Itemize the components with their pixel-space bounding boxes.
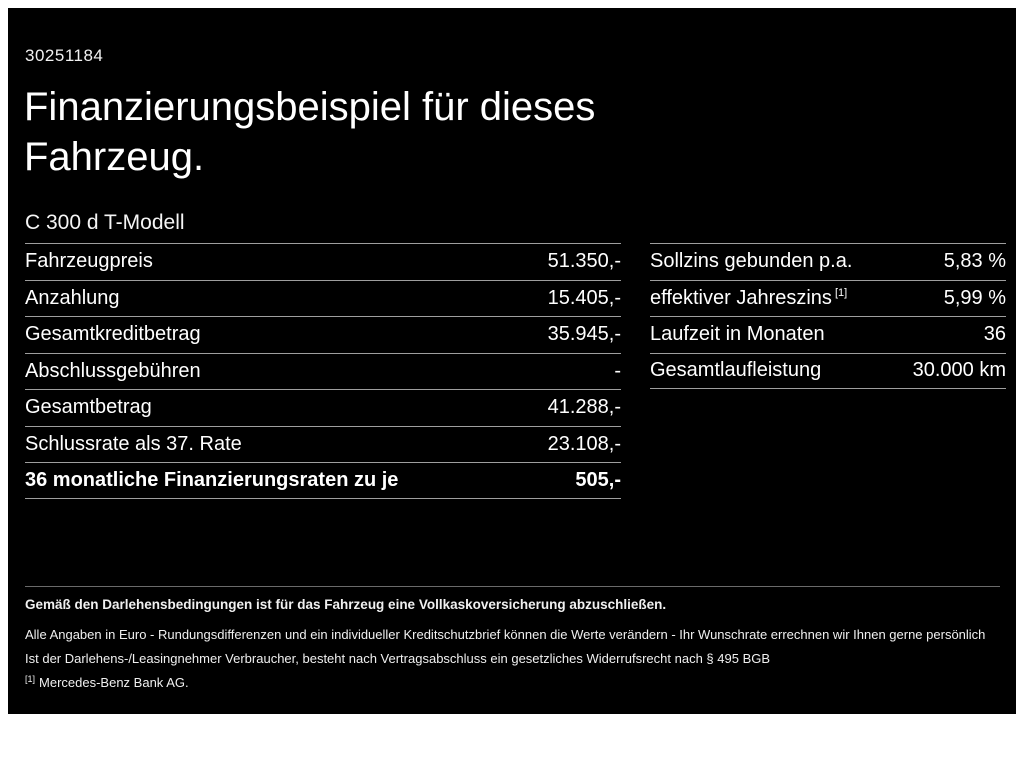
footnote-text: Mercedes-Benz Bank AG.: [39, 675, 189, 690]
row-value: 23.108,-: [547, 432, 621, 455]
table-row: Anzahlung 15.405,-: [25, 279, 621, 317]
table-row: Schlussrate als 37. Rate 23.108,-: [25, 425, 621, 463]
page-title: Finanzierungsbeispiel für dieses Fahrzeug…: [24, 82, 595, 182]
page-title-line1: Finanzierungsbeispiel für dieses: [24, 85, 596, 129]
row-value: 36: [983, 323, 1006, 346]
table-row: Gesamtkreditbetrag 35.945,-: [25, 316, 621, 353]
row-label: Fahrzeugpreis: [25, 250, 153, 273]
row-value: 15.405,-: [547, 286, 621, 309]
row-label: Laufzeit in Monaten: [650, 323, 825, 346]
row-value: 41.288,-: [547, 396, 621, 419]
footer-euro-note: Alle Angaben in Euro - Rundungsdifferenz…: [25, 627, 986, 642]
table-row: effektiver Jahreszins [1] 5,99 %: [650, 279, 1006, 317]
row-value: 5,99 %: [943, 286, 1006, 309]
footnote-ref: [1]: [834, 287, 848, 300]
row-value: 35.945,-: [547, 323, 621, 346]
footer-footnote: [1] Mercedes-Benz Bank AG.: [25, 673, 1000, 690]
row-label: Abschlussgebühren: [25, 359, 201, 382]
row-label: Gesamtlaufleistung: [650, 359, 822, 382]
page-title-line2: Fahrzeug.: [24, 135, 205, 179]
row-value: 505,-: [575, 468, 621, 491]
row-label: effektiver Jahreszins [1]: [650, 286, 848, 309]
row-value: -: [614, 359, 621, 382]
table-row-monthly-rate: 36 monatliche Finanzierungsraten zu je 5…: [25, 462, 621, 499]
table-row: Sollzins gebunden p.a. 5,83 %: [650, 243, 1006, 280]
table-row: Abschlussgebühren -: [25, 352, 621, 390]
row-label: Anzahlung: [25, 286, 120, 309]
financing-table-right: Sollzins gebunden p.a. 5,83 % effektiver…: [650, 243, 1006, 389]
table-row: Laufzeit in Monaten 36: [650, 316, 1006, 353]
table-row: Gesamtbetrag 41.288,-: [25, 389, 621, 426]
financing-table-left: Fahrzeugpreis 51.350,- Anzahlung 15.405,…: [25, 243, 621, 499]
table-row: Fahrzeugpreis 51.350,-: [25, 243, 621, 280]
financing-slide: 30251184 Finanzierungsbeispiel für diese…: [8, 8, 1016, 714]
legal-footer: Gemäß den Darlehensbedingungen ist für d…: [25, 597, 1000, 690]
row-value: 30.000 km: [912, 359, 1006, 382]
row-value: 51.350,-: [547, 250, 621, 273]
footnote-marker: [1]: [25, 673, 36, 684]
footer-divider: [25, 586, 1000, 587]
row-label: Schlussrate als 37. Rate: [25, 432, 242, 455]
footer-withdrawal-note: Ist der Darlehens-/Leasingnehmer Verbrau…: [25, 651, 771, 666]
vehicle-model: C 300 d T-Modell: [25, 211, 185, 234]
row-label: 36 monatliche Finanzierungsraten zu je: [25, 468, 399, 491]
table-row: Gesamtlaufleistung 30.000 km: [650, 352, 1006, 389]
row-label: Sollzins gebunden p.a.: [650, 250, 853, 273]
footer-insurance-note: Gemäß den Darlehensbedingungen ist für d…: [25, 597, 667, 612]
row-value: 5,83 %: [943, 250, 1006, 273]
reference-number: 30251184: [25, 46, 104, 65]
row-label: Gesamtkreditbetrag: [25, 323, 201, 346]
row-label: Gesamtbetrag: [25, 396, 152, 419]
